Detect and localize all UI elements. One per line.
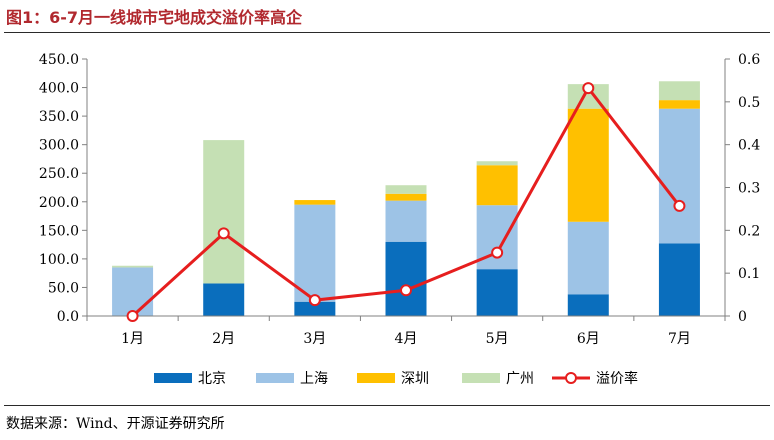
bar-series3-6 — [658, 81, 700, 101]
bar-series0-4 — [476, 269, 518, 316]
y-right-tick-label-5: 0.5 — [738, 95, 760, 111]
bar-series1-0 — [112, 267, 154, 316]
title-divider — [4, 32, 770, 33]
bar-series1-6 — [658, 108, 700, 244]
x-tick-label-1: 2月 — [212, 331, 235, 347]
y-right-tick-label-3: 0.3 — [738, 181, 760, 197]
y-right-tick-label-2: 0.2 — [738, 223, 760, 239]
x-tick-label-5: 6月 — [577, 331, 600, 347]
x-tick-label-0: 1月 — [121, 331, 144, 347]
bar-series1-5 — [567, 221, 609, 295]
figure-title: 图1：6-7月一线城市宅地成交溢价率高企 — [6, 8, 303, 27]
bar-series2-4 — [476, 165, 518, 206]
y-right-tick-label-6: 0.6 — [738, 52, 760, 68]
legend-label-0: 北京 — [198, 371, 226, 387]
y-left-tick-label-3: 150.0 — [39, 223, 79, 239]
legend-swatch-0 — [154, 373, 192, 383]
y-left-tick-label-0: 0.0 — [57, 309, 79, 325]
legend-swatch-3 — [462, 373, 500, 383]
bar-series2-2 — [294, 200, 336, 205]
legend-label-2: 深圳 — [401, 371, 429, 387]
y-left-tick-label-8: 400.0 — [39, 81, 79, 97]
bar-series0-3 — [385, 241, 427, 316]
bar-series1-3 — [385, 200, 427, 242]
bar-series0-5 — [567, 294, 609, 316]
source-divider — [4, 405, 770, 406]
bar-series2-3 — [385, 193, 427, 201]
y-left-tick-label-6: 300.0 — [39, 138, 79, 154]
line-layer — [126, 82, 686, 322]
source-note: 数据来源：Wind、开源证券研究所 — [6, 416, 225, 432]
bar-series2-6 — [658, 100, 700, 109]
bar-series3-0 — [112, 265, 154, 268]
bar-series0-2 — [294, 301, 336, 316]
x-tick-label-6: 7月 — [668, 331, 691, 347]
line-point-3 — [400, 284, 412, 297]
legend: 北京 上海 深圳 广州 溢价率 — [154, 370, 638, 387]
legend-swatch-1 — [256, 373, 294, 383]
bar-series3-3 — [385, 185, 427, 194]
y-right-tick-label-0: 0 — [738, 309, 747, 325]
bar-series0-6 — [658, 243, 700, 316]
bar-series2-5 — [567, 108, 609, 222]
bar-series0-1 — [203, 283, 245, 316]
line-point-2 — [308, 294, 321, 307]
legend-label-3: 广州 — [506, 371, 534, 387]
y-right-tick-label-1: 0.1 — [738, 266, 760, 282]
bars-layer — [112, 81, 700, 316]
line-point-6 — [673, 199, 686, 212]
y-left-tick-label-2: 100.0 — [39, 252, 79, 268]
legend-swatch-2 — [357, 373, 395, 383]
y-left-tick-label-1: 50.0 — [48, 280, 79, 296]
y-left-tick-label-4: 200.0 — [39, 195, 79, 211]
legend-line-marker — [565, 372, 577, 384]
x-tick-label-3: 4月 — [395, 331, 418, 347]
legend-label-1: 上海 — [300, 371, 328, 387]
bar-series1-2 — [294, 204, 336, 302]
y-left-tick-label-9: 450.0 — [39, 52, 79, 68]
axes-layer: 0.0 50.0 100.0 150.0 200.0 250.0 300.0 350.0 400… — [39, 52, 760, 347]
bar-series3-4 — [476, 161, 518, 166]
x-tick-label-2: 3月 — [303, 331, 326, 347]
bar-series3-1 — [203, 140, 245, 284]
line-point-4 — [491, 246, 504, 259]
line-point-0 — [126, 310, 139, 322]
y-left-tick-label-7: 350.0 — [39, 109, 79, 125]
legend-label-line: 溢价率 — [596, 370, 638, 387]
line-point-1 — [217, 227, 230, 240]
y-right-tick-label-4: 0.4 — [738, 138, 760, 154]
line-point-5 — [582, 82, 595, 95]
x-tick-label-4: 5月 — [486, 331, 509, 347]
y-left-tick-label-5: 250.0 — [39, 166, 79, 182]
